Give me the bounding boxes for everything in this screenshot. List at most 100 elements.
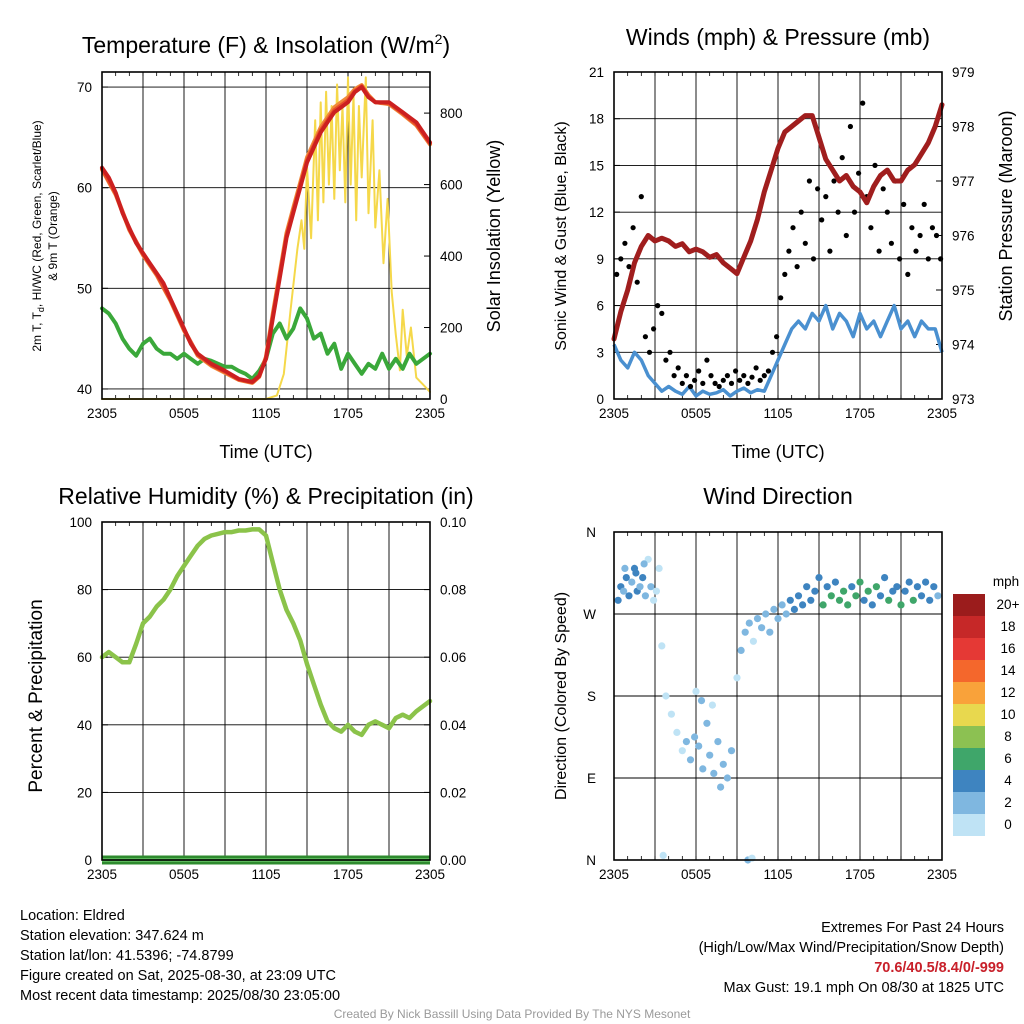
y-tick-label-left: 60 [77,650,92,665]
colorbar-label: 4 [1004,773,1012,788]
direction-point [667,710,676,718]
gust-point [778,295,784,301]
y-axis-label-left: Sonic Wind & Gust (Blue, Black) [553,121,570,350]
station-elevation: Station elevation: 347.624 m [20,928,204,944]
gust-point [897,256,903,262]
direction-point [614,596,622,604]
gust-point [634,279,640,285]
extremes-legend: (High/Low/Max Wind/Precipitation/Snow De… [698,940,1004,956]
y-tick-label-right: 974 [952,338,975,353]
series-relative-humidity [99,527,433,738]
gust-point [843,232,849,239]
direction-point [807,596,815,604]
y-tick-label-right: 977 [952,174,975,189]
gust-point [909,225,915,231]
gust-point [638,194,644,200]
colorbar-swatch [953,814,985,836]
humidity-precipitation-panel: 2305 0505 1105 1705 23050204060801000.000.02… [26,483,474,882]
direction-point [831,578,840,586]
direction-point [640,560,648,568]
direction-point [741,628,749,636]
direction-point [749,637,758,645]
direction-point [840,587,848,595]
direction-point [790,605,799,614]
gust-point [786,248,792,254]
direction-point [650,596,658,604]
direction-point [872,583,881,591]
gust-point [692,377,698,383]
direction-point [856,578,864,586]
direction-point [803,583,811,591]
colorbar-swatch [953,792,985,814]
gust-point [790,225,796,231]
direction-point [723,774,732,782]
colorbar-label: 10 [1000,707,1015,722]
direction-point [733,674,741,682]
gust-point [774,334,780,340]
direction-point [770,605,778,614]
colorbar-title: mph [993,574,1019,589]
x-tick-label: 0505 [681,406,711,421]
gust-point [683,373,690,379]
direction-point [692,687,700,696]
x-tick-label: 0505 [681,867,711,882]
gust-point [876,248,882,254]
figure-created: Figure created on Sat, 2025-08-30, at 23… [20,968,336,984]
gust-point [696,368,702,374]
direction-point [774,615,782,623]
gust-point [679,380,685,386]
gust-point [819,217,825,223]
direction-point [901,587,909,595]
chart-title-superscript: 2 [435,31,443,47]
direction-point [753,615,762,623]
y-tick-label-left: S [587,689,596,704]
direction-point [893,583,901,591]
x-tick-label: 2305 [927,406,957,421]
gust-point [712,380,718,386]
direction-point [835,596,844,604]
direction-point [860,596,868,604]
direction-point [778,601,786,609]
y-tick-label-left: E [587,771,596,786]
colorbar-swatch [953,638,985,660]
y-tick-label-left: 40 [77,718,92,733]
direction-point [762,610,770,618]
direction-point [625,592,633,600]
direction-point [727,747,736,755]
gust-point [794,264,800,270]
y-tick-label-right: 979 [952,65,975,80]
y-tick-label-right: 0.06 [440,650,466,665]
direction-point [644,555,652,563]
direction-point [922,578,930,586]
series-solar-insolation [101,76,431,400]
direction-point [930,583,938,591]
gust-point [798,209,804,215]
max-gust: Max Gust: 19.1 mph On 08/30 at 1825 UTC [723,980,1004,996]
direction-point [934,592,942,600]
direction-point [719,760,727,768]
direction-point [695,742,703,750]
gust-point [782,271,788,277]
direction-point [815,574,823,582]
gust-point [614,271,620,277]
y-tick-label-right: 975 [952,283,975,298]
y-tick-label-left: 18 [589,112,604,127]
y-axis-label-right: Solar Insolation (Yellow) [484,140,504,332]
gust-point [659,310,665,316]
y-axis-label-right: Station Pressure (Maroon) [996,110,1016,321]
y-axis-label-left: Percent & Precipitation [26,599,47,792]
direction-point [622,574,630,582]
gust-point [839,155,845,161]
extremes-values: 70.6/40.5/8.4/0/-999 [874,960,1004,976]
direction-point [639,574,647,582]
x-tick-label: 1705 [333,867,363,882]
x-tick-label: 1105 [763,867,792,882]
direction-point [703,719,711,727]
gust-point [888,240,895,246]
y-tick-label-right: 0.00 [440,853,466,868]
y-tick-label-left: 12 [589,205,604,220]
direction-point [636,583,644,591]
gust-point [646,349,653,355]
gust-point [667,349,673,355]
